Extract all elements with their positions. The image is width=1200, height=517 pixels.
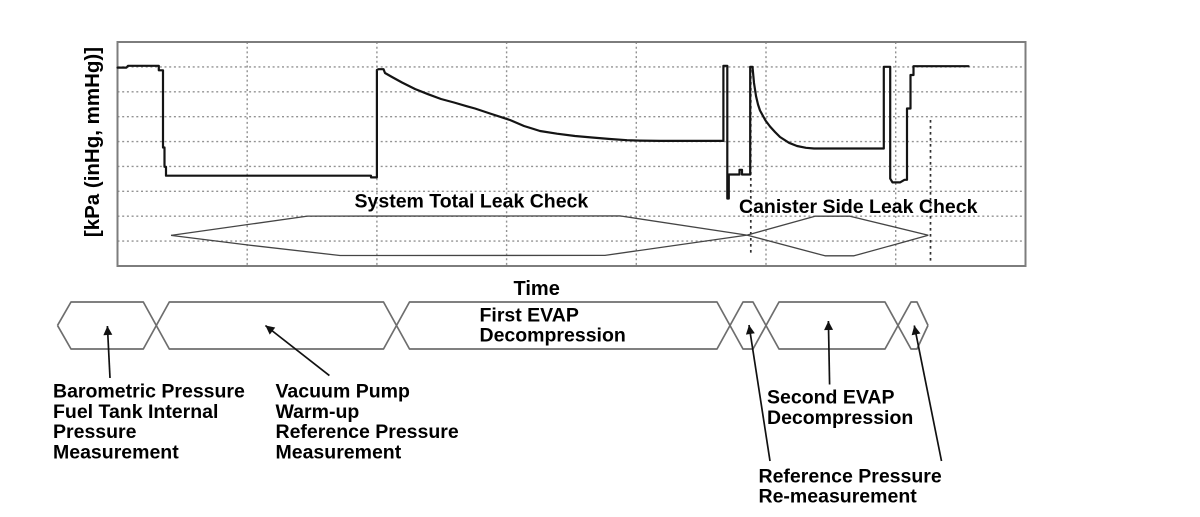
svg-text:Re-measurement: Re-measurement (759, 485, 918, 507)
svg-text:Second EVAP: Second EVAP (767, 387, 895, 409)
svg-text:Pressure: Pressure (53, 421, 137, 443)
svg-text:Measurement: Measurement (53, 441, 179, 463)
svg-text:[kPa (inHg, mmHg)]: [kPa (inHg, mmHg)] (81, 47, 104, 237)
svg-text:Vacuum Pump: Vacuum Pump (276, 381, 410, 403)
svg-text:Reference Pressure: Reference Pressure (276, 421, 459, 443)
svg-text:System Total Leak Check: System Total Leak Check (355, 190, 589, 212)
svg-text:Canister Side Leak Check: Canister Side Leak Check (739, 196, 978, 218)
svg-text:Measurement: Measurement (276, 441, 402, 463)
svg-text:Fuel Tank Internal: Fuel Tank Internal (53, 401, 218, 423)
svg-text:Reference Pressure: Reference Pressure (759, 465, 942, 487)
svg-text:Barometric Pressure: Barometric Pressure (53, 381, 245, 403)
svg-text:First EVAP: First EVAP (480, 304, 579, 326)
svg-text:Decompression: Decompression (480, 325, 626, 347)
svg-text:Decompression: Decompression (767, 407, 913, 429)
svg-text:Time: Time (514, 278, 560, 300)
svg-text:Warm-up: Warm-up (276, 401, 360, 423)
